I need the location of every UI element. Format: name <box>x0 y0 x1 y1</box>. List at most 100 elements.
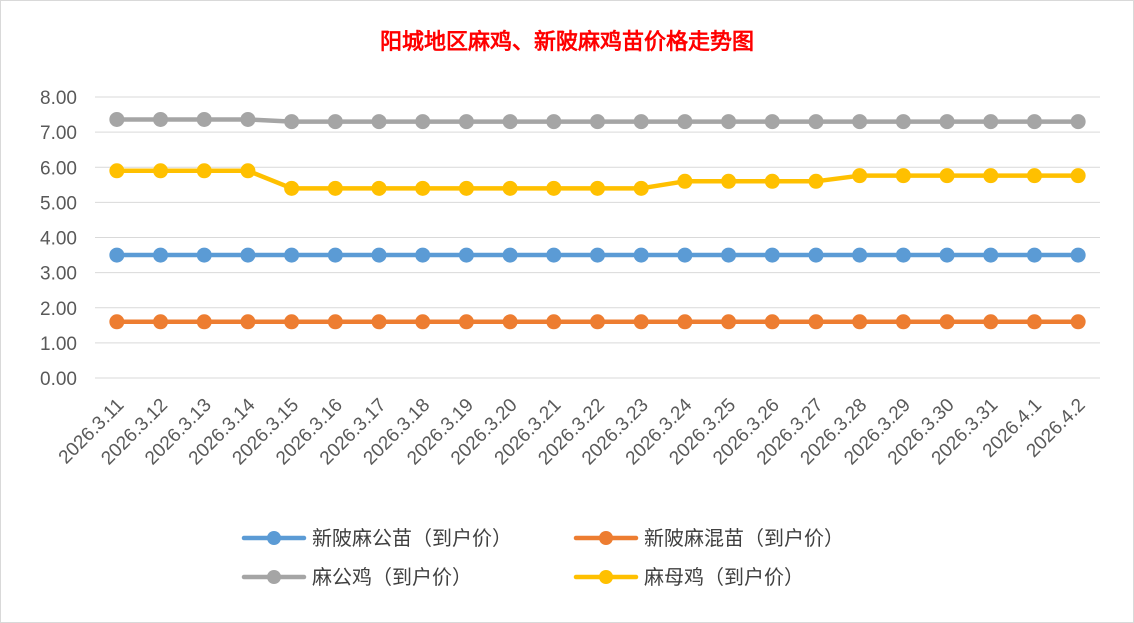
legend-item: 麻母鸡（到户价） <box>573 565 804 589</box>
data-point <box>983 168 999 184</box>
legend-label: 麻母鸡（到户价） <box>644 565 804 589</box>
data-point <box>1026 314 1042 330</box>
data-point <box>721 114 737 130</box>
legend-swatch-marker <box>267 570 281 584</box>
data-point <box>371 247 387 263</box>
data-point <box>153 247 169 263</box>
data-point <box>808 247 824 263</box>
data-point <box>415 180 431 196</box>
data-point <box>546 314 562 330</box>
data-point <box>196 163 212 179</box>
data-series <box>109 111 1086 330</box>
data-point <box>327 114 343 130</box>
data-point <box>1070 314 1086 330</box>
y-axis: 0.00 1.00 2.00 3.00 4.00 5.00 6.00 7.00 8.00 <box>40 88 77 390</box>
data-point <box>458 247 474 263</box>
data-point <box>721 247 737 263</box>
data-point <box>109 163 125 179</box>
y-tick-label: 5.00 <box>40 193 77 214</box>
legend-item: 新陂麻公苗（到户价） <box>241 526 512 550</box>
data-point <box>153 314 169 330</box>
data-point <box>590 314 605 330</box>
data-point <box>808 173 824 189</box>
legend-swatch-marker <box>599 531 613 545</box>
data-point <box>153 163 169 179</box>
data-point <box>502 247 518 263</box>
legend-swatch-marker <box>599 570 613 584</box>
data-point <box>109 314 125 330</box>
data-point <box>590 180 605 196</box>
data-point <box>458 314 474 330</box>
data-point <box>327 180 343 196</box>
series-3 <box>109 111 1086 130</box>
data-point <box>808 114 824 130</box>
data-point <box>1026 114 1042 130</box>
data-point <box>371 180 387 196</box>
data-point <box>240 111 256 127</box>
y-tick-label: 3.00 <box>40 264 77 285</box>
chart-title: 阳城地区麻鸡、新陂麻鸡苗价格走势图 <box>380 29 754 55</box>
y-tick-label: 7.00 <box>40 123 77 144</box>
y-tick-label: 2.00 <box>40 299 77 320</box>
y-tick-label: 1.00 <box>40 334 77 355</box>
data-point <box>109 247 125 263</box>
data-point <box>721 173 737 189</box>
data-point <box>983 314 999 330</box>
legend-label: 新陂麻混苗（到户价） <box>644 526 844 550</box>
series-1 <box>109 247 1086 263</box>
data-point <box>721 314 737 330</box>
legend-item: 新陂麻混苗（到户价） <box>573 526 844 550</box>
data-point <box>284 314 300 330</box>
data-point <box>939 114 955 130</box>
data-point <box>458 114 474 130</box>
data-point <box>764 114 780 130</box>
data-point <box>895 168 911 184</box>
data-point <box>677 247 693 263</box>
data-point <box>415 114 431 130</box>
data-point <box>939 247 955 263</box>
data-point <box>633 114 649 130</box>
data-point <box>590 114 605 130</box>
data-point <box>764 247 780 263</box>
y-tick-label: 6.00 <box>40 158 77 179</box>
y-tick-label: 4.00 <box>40 229 77 250</box>
data-point <box>983 247 999 263</box>
data-point <box>633 180 649 196</box>
data-point <box>633 314 649 330</box>
data-point <box>852 247 868 263</box>
data-point <box>895 314 911 330</box>
x-axis: 2026.3.112026.3.122026.3.132026.3.142026… <box>55 394 1090 469</box>
legend: 新陂麻公苗（到户价） 新陂麻混苗（到户价） 麻公鸡（到户价） 麻母鸡（到户价） <box>241 526 844 589</box>
data-point <box>371 314 387 330</box>
legend-swatch-marker <box>267 531 281 545</box>
data-point <box>284 114 300 130</box>
legend-label: 麻公鸡（到户价） <box>312 565 472 589</box>
data-point <box>1070 114 1086 130</box>
y-tick-label: 0.00 <box>40 369 77 390</box>
gridlines <box>95 96 1100 379</box>
data-point <box>415 247 431 263</box>
data-point <box>546 180 562 196</box>
data-point <box>764 314 780 330</box>
data-point <box>415 314 431 330</box>
legend-item: 麻公鸡（到户价） <box>241 565 472 589</box>
data-point <box>1026 247 1042 263</box>
data-point <box>502 180 518 196</box>
data-point <box>502 114 518 130</box>
data-point <box>327 314 343 330</box>
data-point <box>633 247 649 263</box>
data-point <box>677 173 693 189</box>
data-point <box>764 173 780 189</box>
data-point <box>808 314 824 330</box>
data-point <box>196 247 212 263</box>
data-point <box>502 314 518 330</box>
data-point <box>153 111 169 127</box>
data-point <box>284 247 300 263</box>
data-point <box>677 114 693 130</box>
data-point <box>240 314 256 330</box>
data-point <box>284 180 300 196</box>
data-point <box>196 111 212 127</box>
series-4 <box>109 163 1086 196</box>
